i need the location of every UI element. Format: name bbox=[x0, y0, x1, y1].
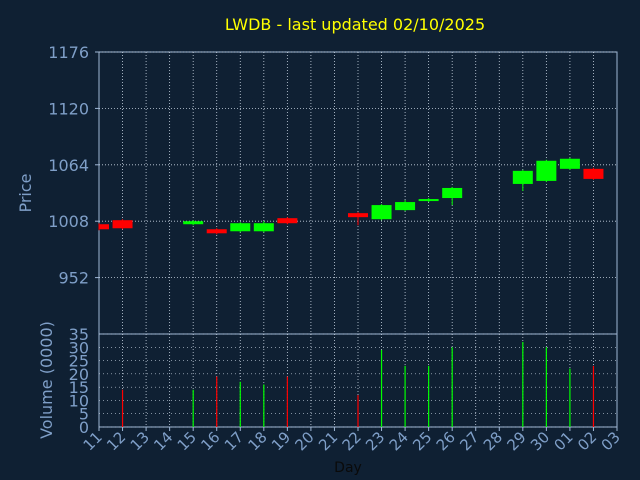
candle-17 bbox=[230, 222, 251, 233]
candle-01 bbox=[559, 157, 580, 170]
candle-16 bbox=[206, 228, 227, 235]
candle-02 bbox=[583, 167, 604, 180]
volume-tick-label: 30 bbox=[69, 338, 89, 357]
chart-title: LWDB - last updated 02/10/2025 bbox=[225, 15, 485, 34]
price-tick-label: 952 bbox=[58, 269, 89, 288]
candle-26 bbox=[442, 186, 463, 206]
candle-body bbox=[183, 221, 204, 225]
candle-body bbox=[536, 160, 557, 181]
candle-19 bbox=[277, 217, 298, 225]
candle-12 bbox=[112, 219, 133, 230]
candle-11 bbox=[98, 223, 109, 231]
price-tick-label: 1008 bbox=[48, 212, 89, 231]
price-panel: 1176 1120 1064 1008 952 bbox=[48, 43, 618, 335]
volume-tick-label: 10 bbox=[69, 391, 89, 410]
price-tick-label: 1064 bbox=[48, 156, 89, 175]
volume-tick-label: 35 bbox=[69, 325, 89, 344]
price-tick-label: 1120 bbox=[48, 99, 89, 118]
price-tick-label: 1176 bbox=[48, 43, 89, 62]
candle-23 bbox=[371, 204, 392, 221]
candle-body bbox=[371, 205, 392, 220]
price-axis-label: Price bbox=[16, 173, 35, 212]
volume-tick-label: 5 bbox=[79, 405, 89, 424]
candle-body bbox=[442, 187, 463, 199]
candle-18 bbox=[253, 221, 274, 233]
candle-24 bbox=[395, 200, 416, 212]
volume-axis-label: Volume (0000) bbox=[37, 321, 56, 439]
candle-body bbox=[512, 170, 533, 184]
candle-body bbox=[253, 223, 274, 232]
candle-30 bbox=[536, 159, 557, 182]
candle-body bbox=[418, 199, 439, 202]
candle-body bbox=[277, 218, 298, 224]
candle-body bbox=[99, 224, 109, 230]
candle-25 bbox=[418, 198, 439, 203]
candle-body bbox=[230, 223, 251, 232]
candle-22 bbox=[348, 212, 368, 226]
day-axis-label: Day bbox=[334, 460, 362, 476]
candle-body bbox=[206, 229, 227, 234]
candle-body bbox=[583, 168, 604, 179]
candle-body bbox=[395, 202, 416, 211]
volume-tick-label: 15 bbox=[69, 378, 89, 397]
candle-15 bbox=[183, 220, 204, 226]
candle-body bbox=[112, 220, 133, 229]
candle-29 bbox=[512, 169, 533, 191]
x-axis: 1112131415161718192021222324252627282930… bbox=[80, 427, 624, 454]
volume-tick-label: 25 bbox=[69, 352, 89, 371]
volume-tick-label: 20 bbox=[69, 365, 89, 384]
candle-body bbox=[559, 158, 580, 169]
volume-tick-label: 0 bbox=[79, 418, 89, 437]
candle-body bbox=[348, 213, 368, 218]
